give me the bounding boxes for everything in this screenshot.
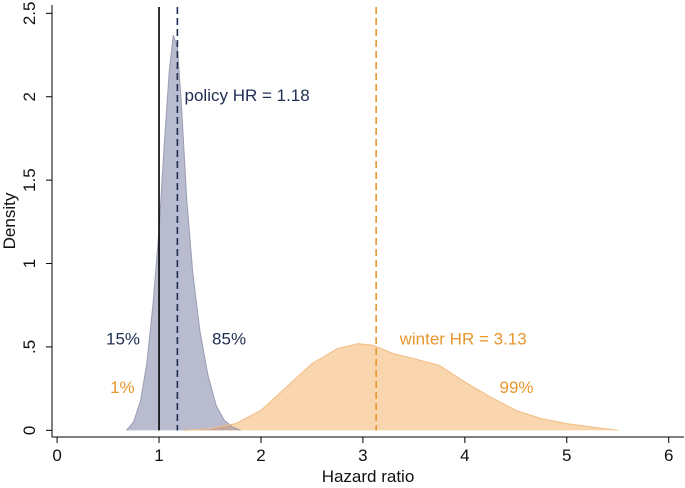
x-axis-ticks: 0 1 2 3 4 5 6 (52, 437, 673, 465)
x-tick-label: 3 (358, 446, 367, 465)
x-tick-label: 0 (52, 446, 61, 465)
x-tick-label: 5 (562, 446, 571, 465)
x-tick-label: 4 (460, 446, 469, 465)
y-tick-label: 1.5 (20, 168, 39, 192)
x-tick-label: 1 (154, 446, 163, 465)
x-axis-title: Hazard ratio (322, 467, 415, 486)
annotation-winter_hr_label: winter HR = 3.13 (399, 330, 527, 349)
annotation-policy_right: 85% (212, 330, 246, 349)
annotations: policy HR = 1.18 15% 85% winter HR = 3.13 1%… (106, 86, 534, 397)
annotation-winter_left: 1% (110, 378, 135, 397)
y-axis-ticks: 0 .5 1 1.5 2 2.5 (20, 2, 52, 435)
annotation-policy_hr_label: policy HR = 1.18 (185, 86, 310, 105)
y-tick-label: .5 (20, 340, 39, 354)
annotation-winter_right: 99% (499, 378, 533, 397)
policy-density-area (126, 35, 241, 431)
y-tick-label: 1 (20, 259, 39, 268)
y-tick-label: 2.5 (20, 2, 39, 26)
annotation-policy_left: 15% (106, 330, 140, 349)
y-tick-label: 2 (20, 92, 39, 101)
y-tick-label: 0 (20, 426, 39, 435)
winter-density-outline (184, 343, 618, 431)
winter-density-area (184, 343, 618, 431)
y-axis-title: Density (0, 192, 19, 249)
x-tick-label: 6 (664, 446, 673, 465)
plot-area (126, 7, 618, 431)
x-tick-label: 2 (256, 446, 265, 465)
